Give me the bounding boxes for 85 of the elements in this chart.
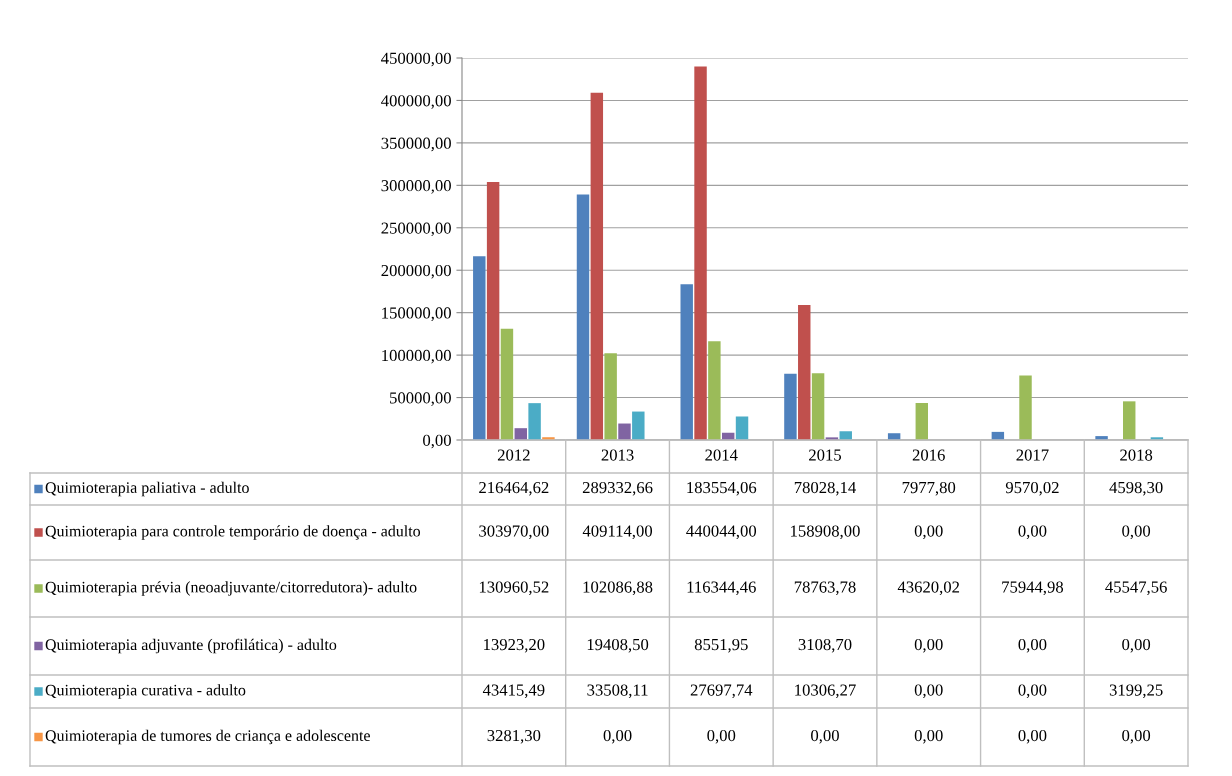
y-tick-label: 450000,00 [381, 52, 451, 67]
bar [798, 305, 811, 440]
data-label: 45547,56 [1105, 581, 1167, 596]
legend-label: Quimioterapia adjuvante (profilática) - adulto [45, 638, 337, 654]
x-tick-label: 2018 [1120, 449, 1153, 461]
data-label: 130960,52 [479, 581, 549, 596]
y-tick-label: 200000,00 [381, 264, 451, 279]
bar [680, 284, 693, 440]
data-label: 0,00 [1122, 525, 1151, 540]
data-label: 409114,00 [582, 525, 653, 540]
data-label: 78028,14 [794, 481, 856, 496]
data-label: 0,00 [1018, 729, 1047, 744]
y-tick-label: 300000,00 [381, 180, 451, 194]
data-label: 78763,78 [794, 581, 856, 596]
data-label: 158908,00 [791, 525, 860, 540]
data-label: 0,00 [811, 729, 839, 744]
x-tick-label: 2012 [497, 449, 530, 461]
bar [514, 428, 527, 440]
bar [1019, 375, 1032, 440]
data-label: 0,00 [1122, 729, 1151, 744]
y-tick-label: 350000,00 [381, 137, 451, 152]
data-label: 8551,95 [694, 638, 748, 653]
legend-label: Quimioterapia para controle temporário de doença - adulto [45, 525, 421, 540]
y-tick-label: 50000,00 [390, 392, 451, 406]
bar [784, 373, 797, 440]
bar [915, 402, 929, 440]
x-tick-label: 2017 [1016, 449, 1049, 461]
data-label: 0,00 [707, 729, 736, 744]
x-tick-label: 2014 [705, 449, 738, 461]
bar [1123, 401, 1136, 440]
y-tick-label: 400000,00 [381, 95, 451, 109]
y-tick-label: 250000,00 [381, 222, 451, 237]
x-tick-label: 2015 [809, 449, 842, 461]
data-label: 3281,30 [487, 729, 541, 744]
x-tick-label: 2016 [912, 449, 945, 461]
data-label: 4598,30 [1109, 481, 1163, 496]
data-label: 10306,27 [795, 684, 856, 699]
data-label: 216464,62 [479, 481, 549, 496]
data-label: 183554,06 [687, 481, 757, 496]
data-label: 7977,80 [902, 481, 956, 496]
bar [708, 341, 721, 440]
bar [528, 403, 541, 440]
data-label: 19408,50 [587, 638, 649, 653]
legend-label: Quimioterapia prévia (neoadjuvante/citorredutora)- adulto [45, 581, 417, 596]
data-label: 0,00 [1018, 638, 1047, 653]
bar [473, 256, 486, 440]
bar [576, 194, 590, 440]
legend-label: Quimioterapia de tumores de criança e adolescente [45, 729, 370, 745]
legend-label: Quimioterapia curativa - adulto [45, 684, 246, 699]
bar [500, 328, 514, 440]
data-label: 0,00 [914, 729, 943, 744]
data-label: 0,00 [914, 525, 943, 540]
data-label: 0,00 [1122, 638, 1151, 653]
bar [811, 373, 825, 440]
data-label: 0,00 [1018, 525, 1047, 540]
bar [694, 66, 707, 440]
y-tick-label: 150000,00 [382, 307, 451, 322]
y-tick-label: 100000,00 [382, 349, 451, 364]
data-label: 0,00 [1018, 684, 1047, 699]
y-tick-label: 0,00 [423, 434, 451, 449]
data-label: 43620,02 [897, 581, 960, 596]
data-label: 0,00 [914, 684, 943, 699]
data-label: 3108,70 [798, 638, 852, 653]
data-label: 43415,49 [482, 684, 545, 699]
bar [632, 411, 645, 440]
x-tick-label: 2013 [601, 449, 634, 461]
data-label: 303970,00 [479, 525, 549, 540]
data-label: 0,00 [914, 638, 943, 653]
bar [618, 423, 631, 440]
data-label: 27697,74 [690, 684, 753, 699]
data-label: 9570,02 [1005, 481, 1059, 496]
legend-label: Quimioterapia paliativa - adulto [45, 481, 249, 497]
data-label: 13923,20 [484, 638, 545, 653]
data-label: 289332,66 [582, 481, 653, 496]
bar [735, 416, 749, 440]
data-label: 75944,98 [1002, 581, 1064, 596]
data-label: 0,00 [603, 729, 632, 744]
bar [486, 181, 500, 440]
data-label: 102086,88 [583, 581, 653, 596]
data-label: 3199,25 [1109, 684, 1163, 699]
data-label: 116344,46 [687, 581, 756, 596]
bar [604, 353, 617, 440]
data-label: 33508,11 [587, 684, 648, 699]
data-label: 440044,00 [686, 525, 757, 540]
bar [590, 92, 604, 440]
